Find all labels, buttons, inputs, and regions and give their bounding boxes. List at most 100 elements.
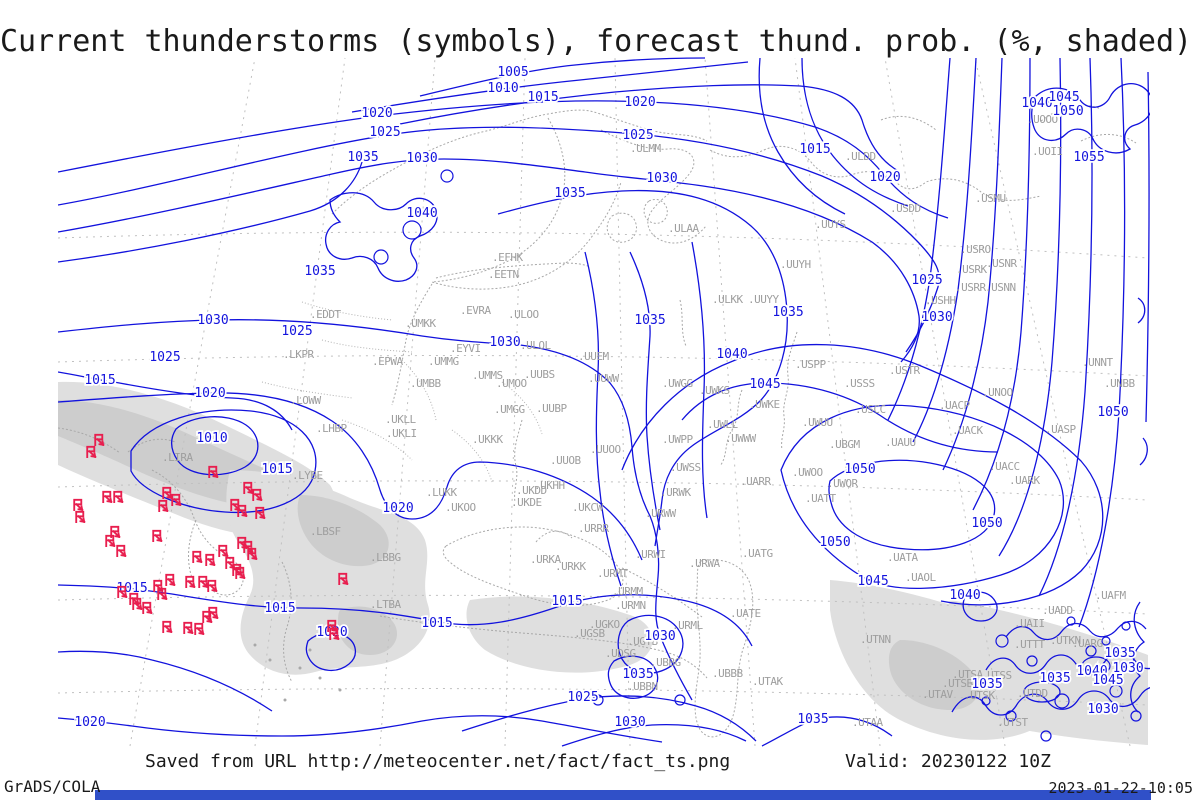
station-label: .UTSB <box>942 677 973 690</box>
station-label: .UBBN <box>627 680 658 693</box>
isobar-label: 1035 <box>797 712 828 727</box>
station-label: .USDD <box>890 202 921 215</box>
station-label: .LBBG <box>370 551 401 564</box>
station-label: .ULMM <box>630 142 661 155</box>
station-label: .UKLI <box>386 427 417 440</box>
station-label: .UAFM <box>1095 589 1126 602</box>
station-label: .UTSK <box>964 689 995 702</box>
thunderstorm-icon <box>192 550 203 563</box>
station-label: .UTSA <box>952 668 983 681</box>
station-label: .UKOO <box>445 501 476 514</box>
isobar-label: 1045 <box>1092 673 1123 688</box>
isobar-label: 1020 <box>869 170 900 185</box>
isobar-label: 1025 <box>281 324 312 339</box>
station-label: .UTST <box>997 716 1028 729</box>
thunderstorm-icon <box>194 622 205 635</box>
station-label: .ULKK <box>712 293 743 306</box>
station-label: .UATT <box>805 492 836 505</box>
station-label: .UTSS <box>981 669 1012 682</box>
station-label: .UWPP <box>662 433 693 446</box>
station-label: .UTNN <box>860 633 891 646</box>
isobar-label: 1050 <box>1097 405 1128 420</box>
thunderstorm-icon <box>105 534 116 547</box>
station-label: .UUYS <box>815 218 846 231</box>
station-label: .UARK <box>1009 474 1040 487</box>
station-label: .USNN <box>985 281 1016 294</box>
station-label: .UATE <box>730 607 761 620</box>
isobar-label: 1025 <box>567 690 598 705</box>
isobar-label: 1015 <box>261 462 292 477</box>
station-label: .UWUU <box>802 416 833 429</box>
station-label: .UBGM <box>829 438 860 451</box>
station-label: .UGTB <box>627 635 658 648</box>
isobar-label: 1030 <box>614 715 645 730</box>
thunderstorm-icon <box>75 510 86 523</box>
footer-bar <box>95 790 1151 800</box>
isobar-label: 1020 <box>194 386 225 401</box>
isobar-label: 1025 <box>622 128 653 143</box>
station-label: .URMN <box>615 599 646 612</box>
isobar-label: 1040 <box>1021 96 1052 111</box>
station-labels: .ULMM .ULDD .USDD .ULAA .UUYS .UUYH .ULKK .UUYY… <box>162 113 1136 729</box>
station-label: .UKKK <box>472 433 503 446</box>
station-label: .UWOO <box>792 466 823 479</box>
thunderstorm-icon <box>183 621 194 634</box>
station-label: .UMOO <box>496 377 527 390</box>
isobar-label: 1035 <box>554 186 585 201</box>
station-label: .UKHH <box>534 479 565 492</box>
station-label: .UNNT <box>1082 356 1113 369</box>
station-label: .UOOO <box>1027 113 1058 126</box>
isobar-label: 1040 <box>406 206 437 221</box>
footer-valid-time: Valid: 20230122 10Z <box>845 751 1051 772</box>
isobar-label: 1015 <box>84 373 115 388</box>
station-label: .UMKK <box>405 317 436 330</box>
station-label: .UACK <box>952 424 983 437</box>
graticule <box>58 57 1149 747</box>
isobar-label: 1040 <box>949 588 980 603</box>
station-label: .EDDT <box>310 308 341 321</box>
isobar-label: 1035 <box>347 150 378 165</box>
station-label: .URWA <box>689 557 720 570</box>
station-label: .ULOO <box>508 308 539 321</box>
isobar-label: 1035 <box>304 264 335 279</box>
isobar-contours <box>58 57 1150 747</box>
thunderstorm-icon <box>207 579 218 592</box>
isobar-label: 1050 <box>971 516 1002 531</box>
station-label: .UACP <box>939 399 970 412</box>
isobar-label: 1010 <box>487 81 518 96</box>
station-label: .UUEM <box>578 350 609 363</box>
isobar-label: 1015 <box>527 90 558 105</box>
station-label: .UATA <box>887 551 918 564</box>
isobar-label: 1020 <box>382 501 413 516</box>
station-label: .USNR <box>986 257 1017 270</box>
isobar-label: 1015 <box>799 142 830 157</box>
station-label: .UASP <box>1045 423 1076 436</box>
station-label: .ULDD <box>845 150 876 163</box>
isobar-label: 1025 <box>149 350 180 365</box>
thunderstorm-icon <box>116 544 127 557</box>
isobar-label: 1015 <box>421 616 452 631</box>
isobar-label: 1030 <box>1112 661 1143 676</box>
station-label: .URWI <box>635 548 666 561</box>
station-label: .UUBP <box>536 402 567 415</box>
station-label: .URKK <box>555 560 586 573</box>
station-label: .UWWW <box>725 432 756 445</box>
station-label: .UGSB <box>574 627 605 640</box>
isobar-label: 1035 <box>622 667 653 682</box>
thunderstorm-icon <box>102 490 113 503</box>
station-label: .URWW <box>645 507 676 520</box>
station-label: .USSS <box>844 377 875 390</box>
station-label: .UBBG <box>650 656 681 669</box>
station-label: .UUOO <box>590 443 621 456</box>
thunderstorm-icon <box>73 498 84 511</box>
station-label: .UKDE <box>511 496 542 509</box>
station-label: .UTDD <box>1017 687 1048 700</box>
isobar-label: 1030 <box>489 335 520 350</box>
station-label: .EPWA <box>372 355 403 368</box>
isobar-label: 1040 <box>716 347 747 362</box>
station-label: .LBSF <box>310 525 341 538</box>
station-label: .UWKE <box>749 398 780 411</box>
station-label: .EFHK <box>492 251 523 264</box>
